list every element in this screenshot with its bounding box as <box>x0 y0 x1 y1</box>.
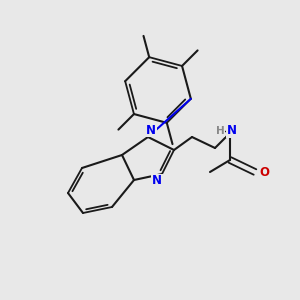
Text: O: O <box>259 166 269 178</box>
Text: N: N <box>152 175 162 188</box>
Text: N: N <box>227 124 237 137</box>
Text: H: H <box>216 126 224 136</box>
Text: N: N <box>146 124 156 136</box>
